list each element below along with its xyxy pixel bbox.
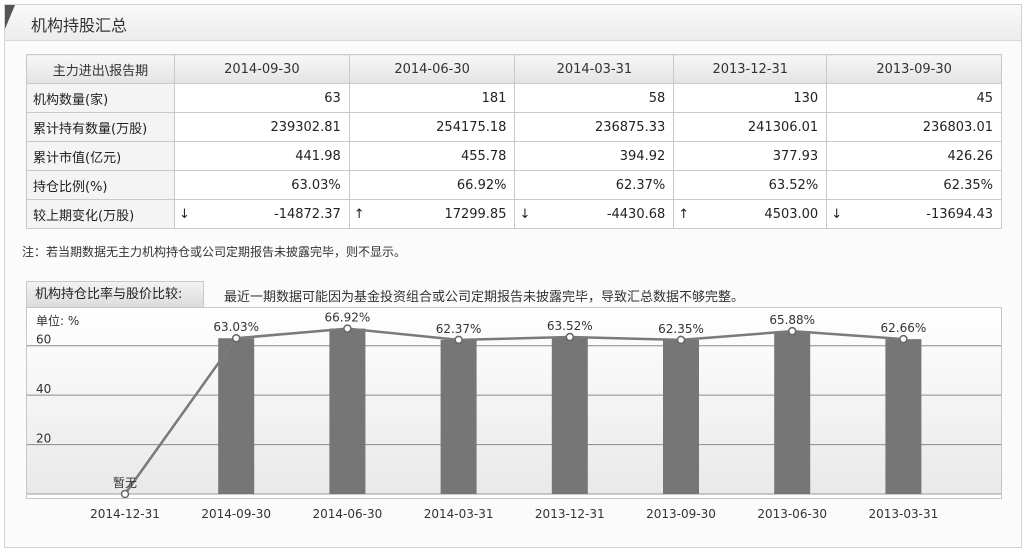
data-label: 66.92%	[325, 311, 371, 325]
chart-bar	[440, 339, 477, 494]
data-label: 65.88%	[769, 313, 815, 327]
table-cell: 236803.01	[826, 112, 1002, 142]
table-cell: ↑ 4503.00	[673, 199, 828, 229]
table-cell: 45	[826, 83, 1002, 113]
table-row: 累计持有数量(万股) 239302.81 254175.18 236875.33…	[26, 112, 1002, 142]
line-point	[343, 324, 352, 333]
table-header-row: 主力进出\报告期 2014-09-30 2014-06-30 2014-03-3…	[26, 54, 1002, 84]
panel-title-bar: 机构持股汇总	[5, 5, 1021, 41]
table-cell: 63.52%	[673, 170, 828, 200]
line-point	[676, 335, 686, 345]
table-cell: ↓ -4430.68	[514, 199, 675, 229]
chart-bar	[663, 339, 699, 494]
x-tick-label: 2014-12-31	[90, 507, 160, 521]
table-cell: 239302.81	[174, 112, 350, 142]
period-header[interactable]: 2013-12-31	[673, 54, 828, 84]
cell-value: 17299.85	[444, 206, 507, 222]
table-cell: 241306.01	[673, 112, 828, 142]
table-cell: 236875.33	[514, 112, 675, 142]
table-cell: ↓ -14872.37	[174, 199, 350, 229]
x-tick-label: 2013-06-30	[757, 507, 827, 521]
down-arrow-icon: ↓	[519, 206, 531, 222]
holding-ratio-chart: 单位: % 20 40 60 暂无 63.03% 66.92% 62.37% 63.52% 62.…	[27, 308, 1001, 521]
table-cell: 63.03%	[174, 170, 350, 200]
table-cell: 62.35%	[826, 170, 1002, 200]
y-tick-label: 40	[36, 382, 51, 396]
chart-bar	[551, 337, 588, 494]
table-cell: 455.78	[348, 141, 516, 171]
cell-value: 4503.00	[764, 206, 819, 222]
table-cell: ↑ 17299.85	[348, 199, 516, 229]
chart-bar	[329, 328, 366, 494]
table-cell: 426.26	[826, 141, 1002, 171]
data-label: 暂无	[113, 476, 137, 490]
up-arrow-icon: ↑	[678, 206, 690, 222]
table-cell: 394.92	[514, 141, 675, 171]
cell-value: -13694.43	[926, 206, 993, 222]
table-cell: 130	[673, 83, 828, 113]
x-tick-label: 2013-03-31	[869, 507, 939, 521]
holdings-summary-table: 主力进出\报告期 2014-09-30 2014-06-30 2014-03-3…	[26, 54, 1002, 229]
data-label: 63.52%	[547, 319, 593, 333]
corner-header: 主力进出\报告期	[26, 54, 175, 84]
down-arrow-icon: ↓	[831, 206, 843, 222]
table-row: 持仓比例(%) 63.03% 66.92% 62.37% 63.52% 62.3…	[26, 170, 1002, 200]
data-label: 63.03%	[213, 320, 259, 334]
x-tick-label: 2014-09-30	[201, 507, 271, 521]
table-cell: 181	[348, 83, 516, 113]
cell-value: -4430.68	[606, 206, 666, 222]
down-arrow-icon: ↓	[179, 206, 190, 222]
row-label: 累计持有数量(万股)	[26, 112, 175, 142]
x-tick-label: 2013-12-31	[535, 507, 605, 521]
x-tick-label: 2014-06-30	[313, 507, 383, 521]
data-label: 62.37%	[436, 322, 482, 336]
row-label: 机构数量(家)	[26, 83, 175, 113]
up-arrow-icon: ↑	[353, 206, 365, 222]
period-header[interactable]: 2014-03-31	[514, 54, 675, 84]
table-cell: 58	[514, 83, 675, 113]
line-point	[120, 489, 130, 499]
table-cell: ↓ -13694.43	[826, 199, 1002, 229]
line-point	[454, 335, 463, 345]
chart-unit-label: 单位: %	[36, 313, 79, 328]
y-tick-label: 20	[36, 432, 51, 446]
chart-tab[interactable]: 机构持仓比率与股价比较:	[26, 281, 204, 307]
table-row: 机构数量(家) 63 181 58 130 45	[26, 83, 1002, 113]
line-point	[899, 334, 908, 344]
cell-value: -14872.37	[274, 206, 341, 222]
period-header[interactable]: 2014-09-30	[174, 54, 350, 84]
table-row: 较上期变化(万股) ↓ -14872.37 ↑ 17299.85 ↓ -4430.68…	[26, 199, 1002, 229]
table-cell: 63	[174, 83, 350, 113]
period-header[interactable]: 2014-06-30	[348, 54, 516, 84]
x-tick-label: 2013-09-30	[646, 507, 716, 521]
row-label: 持仓比例(%)	[26, 170, 175, 200]
panel-title: 机构持股汇总	[31, 16, 128, 35]
table-row: 累计市值(亿元) 441.98 455.78 394.92 377.93 426…	[26, 141, 1002, 171]
data-label: 62.66%	[881, 321, 927, 335]
table-cell: 377.93	[673, 141, 828, 171]
line-point	[231, 333, 241, 343]
row-label: 较上期变化(万股)	[26, 199, 175, 229]
line-point	[787, 326, 797, 336]
table-footnote: 注：若当期数据无主力机构持仓或公司定期报告未披露完毕，则不显示。	[22, 245, 407, 259]
table-cell: 441.98	[174, 141, 350, 171]
table-cell: 66.92%	[348, 170, 516, 200]
chart-bar	[218, 338, 255, 494]
table-cell: 254175.18	[348, 112, 516, 142]
y-tick-label: 60	[36, 333, 51, 347]
table-cell: 62.37%	[514, 170, 675, 200]
line-point	[565, 332, 575, 342]
chart-bar	[774, 331, 811, 494]
data-label: 62.35%	[658, 322, 704, 336]
title-corner-decoration	[5, 5, 15, 29]
x-tick-label: 2014-03-31	[424, 507, 494, 521]
period-header[interactable]: 2013-09-30	[826, 54, 1002, 84]
chart-description: 最近一期数据可能因为基金投资组合或公司定期报告未披露完毕，导致汇总数据不够完整。	[224, 290, 745, 305]
row-label: 累计市值(亿元)	[26, 141, 175, 171]
chart-bar	[885, 339, 922, 494]
holding-ratio-line	[123, 327, 904, 495]
